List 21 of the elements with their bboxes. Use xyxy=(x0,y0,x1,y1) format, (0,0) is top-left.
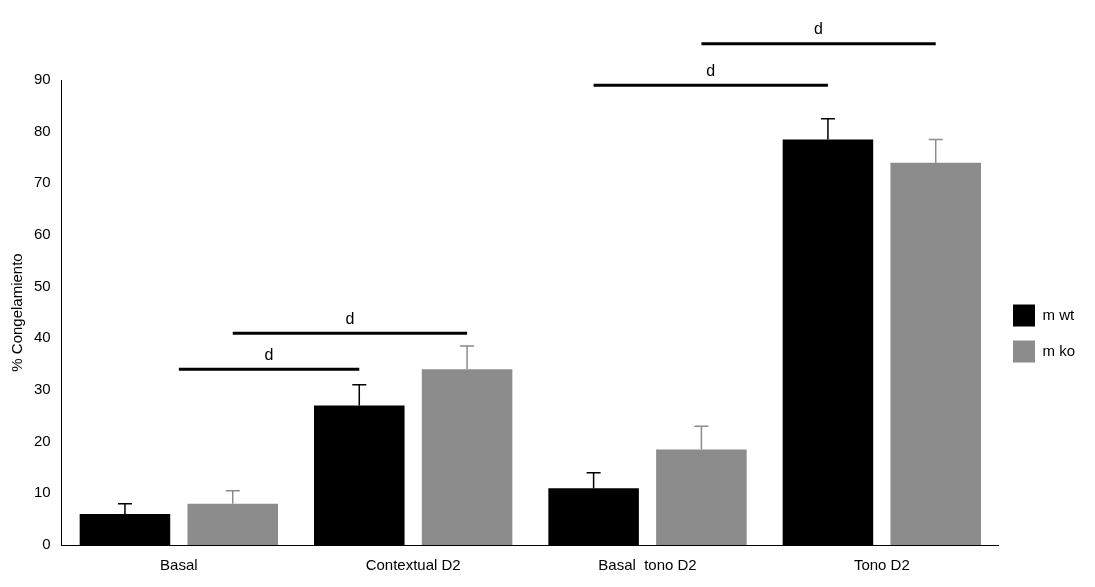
x-tick-label: Tono D2 xyxy=(853,556,910,574)
legend-label: m wt xyxy=(1042,305,1075,323)
y-tick-label: 40 xyxy=(34,328,51,346)
y-tick-label: 0 xyxy=(42,535,51,553)
y-tick-label: 50 xyxy=(34,276,51,294)
annotation: d xyxy=(345,309,355,327)
y-tick-label: 30 xyxy=(34,380,51,398)
y-tick-label: 90 xyxy=(34,70,51,88)
y-tick-label: 70 xyxy=(34,173,51,191)
y-tick-label: 20 xyxy=(34,431,51,449)
text: d xyxy=(706,61,716,79)
text: d xyxy=(814,20,824,38)
annotation: d xyxy=(264,345,274,363)
x-tick-label: Basal xyxy=(160,556,198,574)
y-tick-label: 80 xyxy=(34,121,51,139)
x-tick-label: Basal tono D2 xyxy=(598,556,697,574)
legend-label: m ko xyxy=(1042,341,1076,359)
y-tick-label: 10 xyxy=(34,483,51,501)
y-tick-label: 60 xyxy=(34,225,51,243)
x-tick-label: Contextual D2 xyxy=(365,556,461,574)
y-axis-title: % Congelamiento xyxy=(8,253,26,372)
